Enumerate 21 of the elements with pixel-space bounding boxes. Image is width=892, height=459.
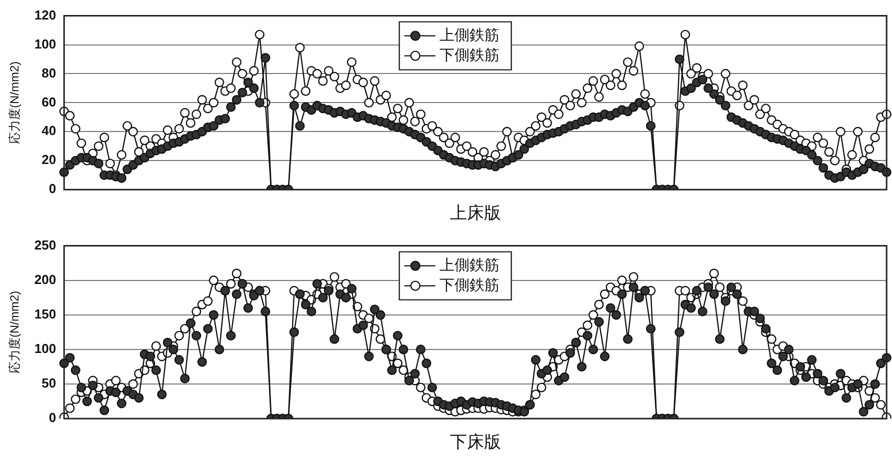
y-tick-label: 150	[34, 306, 56, 322]
y-axis-title: 応力度(N/mm2)	[8, 290, 22, 374]
y-tick-label: 0	[48, 410, 56, 426]
y-axis-title: 応力度(N/mm2)	[8, 61, 22, 144]
y-tick-label: 20	[42, 152, 56, 168]
y-tick-label: 200	[34, 272, 56, 287]
y-tick-label: 50	[42, 376, 56, 391]
y-tick-label: 60	[42, 94, 56, 110]
legend-label: 下側鉄筋	[439, 276, 500, 294]
y-tick-label: 40	[42, 123, 56, 138]
legend-label: 上側鉄筋	[439, 256, 500, 274]
x-axis-title: 上床版	[450, 203, 501, 222]
y-tick-label: 100	[34, 341, 56, 356]
y-tick-label: 0	[48, 181, 56, 196]
y-tick-label: 120	[34, 7, 56, 22]
legend-label: 上側鉄筋	[439, 26, 500, 44]
y-tick-label: 250	[34, 237, 56, 252]
y-tick-label: 80	[42, 65, 56, 80]
y-tick-label: 100	[34, 36, 56, 52]
legend-label: 下側鉄筋	[439, 46, 500, 64]
x-axis-title: 下床版	[450, 432, 501, 452]
